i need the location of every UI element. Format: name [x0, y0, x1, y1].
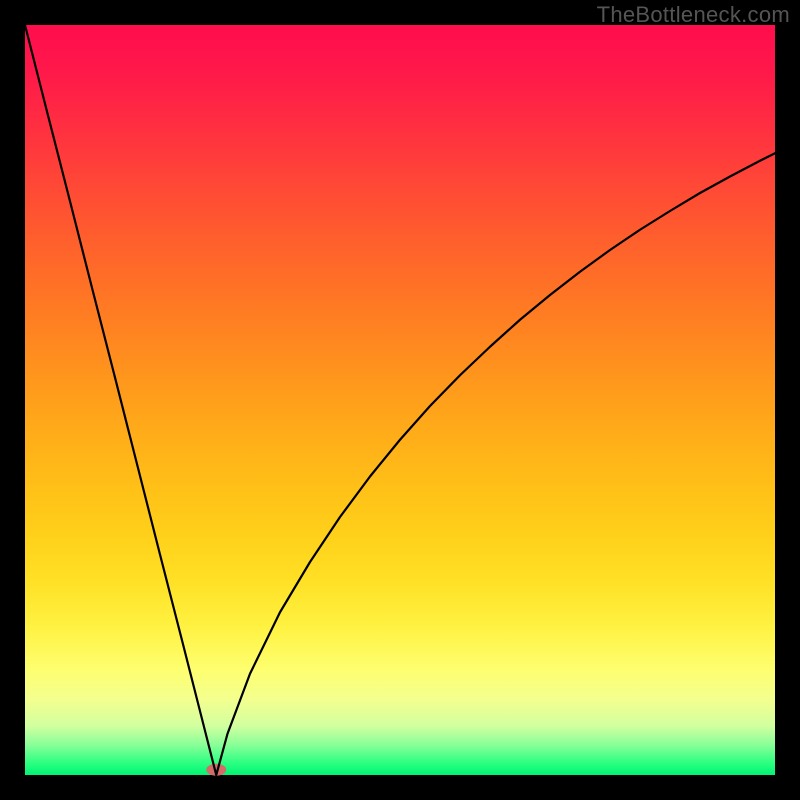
plot-background: [25, 25, 775, 775]
bottleneck-chart: TheBottleneck.com: [0, 0, 800, 800]
watermark-label: TheBottleneck.com: [597, 2, 790, 28]
chart-svg: [0, 0, 800, 800]
